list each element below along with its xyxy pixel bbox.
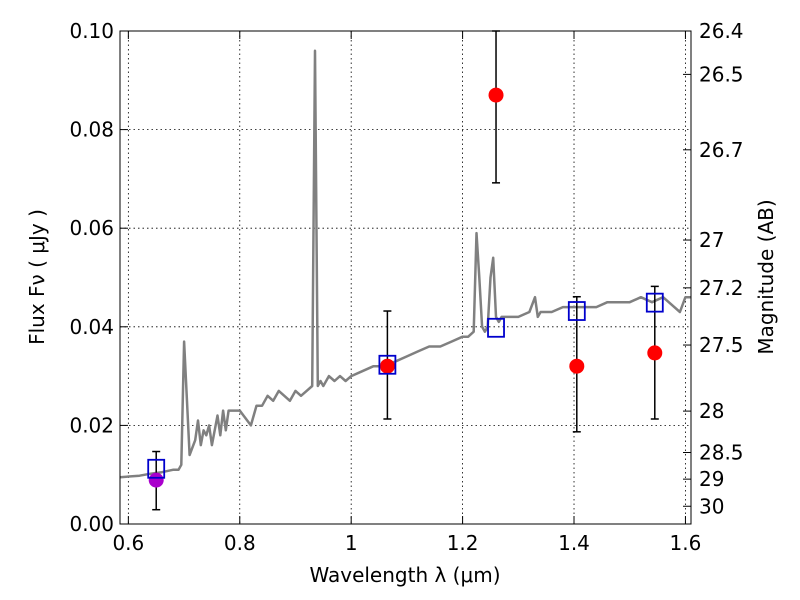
y-tick-label: 0.00 (69, 512, 114, 536)
data-point-square (645, 292, 664, 313)
x-tick-label: 1.4 (558, 531, 590, 555)
x-tick-label: 1 (345, 531, 358, 555)
data-point-square (487, 317, 505, 338)
y2-tick-label: 26.5 (699, 62, 744, 86)
data-point-circle (379, 358, 395, 374)
grid-lines (120, 30, 691, 525)
spectrum-line-layer (120, 49, 691, 479)
y2-tick-label: 28 (699, 399, 724, 423)
y2-tick-label: 27.5 (699, 333, 744, 357)
photometry-marker-layer (147, 30, 664, 511)
y2-tick-label: 30 (699, 494, 724, 518)
y2-tick-label: 26.4 (699, 19, 744, 43)
x-axis-ticks: 0.6 0.8 1 1.2 1.4 1.6 (112, 31, 701, 555)
y2-axis-ticks: 26.4 26.5 26.7 27 27.2 27.5 28 28.529 30 (683, 19, 744, 518)
y-axis-label: Flux Fν ( μJy ) (25, 209, 49, 345)
y-tick-label: 0.06 (69, 216, 114, 240)
y-tick-label: 0.04 (69, 315, 114, 339)
x-tick-label: 1.2 (447, 531, 479, 555)
x-tick-label: 0.6 (112, 531, 144, 555)
y2-tick-label: 27 (699, 228, 724, 252)
spectrum-line (120, 49, 691, 479)
y-tick-label: 0.02 (69, 413, 114, 437)
x-tick-label: 1.6 (670, 531, 702, 555)
y2-tick-label: 27.2 (699, 276, 744, 300)
data-point-square (567, 301, 586, 321)
data-point-circle (569, 358, 585, 374)
x-axis-label: Wavelength λ (μm) (309, 563, 500, 587)
plot-frame (119, 30, 692, 525)
y-axis-ticks: 0.00 0.02 0.04 0.06 0.08 0.10 (69, 19, 128, 536)
y-tick-label: 0.08 (69, 118, 114, 142)
data-point-square (378, 354, 397, 375)
y2-axis-label: Magnitude (AB) (754, 199, 778, 354)
y-tick-label: 0.10 (69, 19, 114, 43)
y2-tick-label: 29 (699, 467, 724, 491)
y2-tick-label: 26.7 (699, 138, 744, 162)
x-tick-label: 0.8 (224, 531, 256, 555)
data-point-circle (647, 345, 663, 361)
data-point-square (147, 458, 166, 479)
data-point-circle (148, 472, 164, 488)
data-point-circle (488, 87, 504, 103)
y2-tick-label: 28.5 (699, 441, 744, 465)
